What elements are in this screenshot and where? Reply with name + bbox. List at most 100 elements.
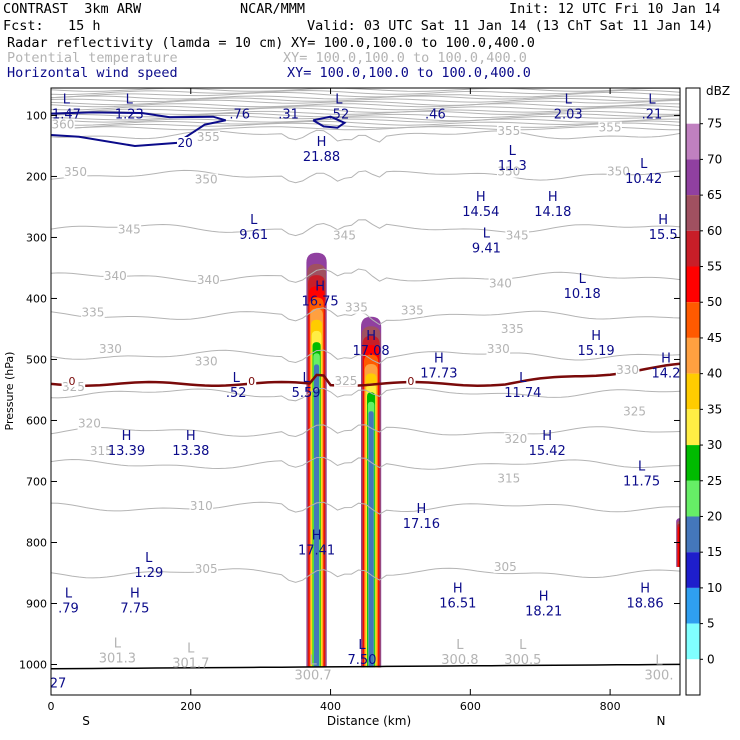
wind-extremum-letter: H — [539, 589, 549, 604]
wind-extremum-letter: L — [483, 227, 491, 242]
field-reflectivity-xy: XY= 100.0,100.0 to 100.0,400.0 — [291, 35, 535, 51]
theta-label-340-bg — [196, 274, 220, 287]
init-time: Init: 12 UTC Fri 10 Jan 14 — [509, 1, 721, 17]
cell-0-band-55 — [314, 364, 320, 668]
wind-extremum-value: .76 — [229, 107, 250, 122]
theta-label-335-bg — [500, 323, 525, 335]
wind-extremum-value: .52 — [226, 386, 247, 401]
theta-label-335-bg — [400, 304, 425, 317]
wind-extremum-value: 1.47 — [52, 107, 81, 122]
wind-extremum-letter: H — [186, 429, 196, 444]
theta-label-355: 355 — [497, 124, 520, 138]
theta-label-345-bg — [117, 223, 142, 236]
wind-extremum-value: 10.42 — [625, 172, 662, 187]
theta-upper-line — [51, 91, 680, 99]
theta-label-335-bg — [344, 301, 369, 314]
colorbar-label: 60 — [707, 224, 722, 238]
surface-line — [51, 663, 680, 670]
wind-extremum-letter: H — [591, 329, 601, 344]
center-title: NCAR/MMM — [240, 1, 306, 17]
theta-label-345-bg — [332, 229, 357, 242]
theta-line-335 — [51, 307, 680, 326]
wind-extremum-value: 15.42 — [529, 444, 566, 459]
theta-label-310: 310 — [190, 499, 213, 513]
theta-upper-line — [51, 107, 680, 114]
theta-line-310 — [51, 501, 680, 515]
theta-label-320: 320 — [78, 417, 101, 431]
theta-line-325 — [51, 387, 680, 402]
theta-label-355-bg — [196, 130, 220, 143]
zero-line-label-bg — [67, 374, 77, 387]
cell-2-band-20 — [677, 526, 680, 567]
x-end-label-north: N — [657, 714, 666, 728]
theta-label-305-bg — [493, 560, 518, 573]
field-theta: Potential temperature — [7, 50, 178, 66]
theta-upper-line — [51, 88, 680, 92]
colorbar-swatch — [686, 302, 700, 338]
theta-upper-line — [51, 114, 680, 122]
theta-extremum-letter: L — [456, 638, 464, 653]
theta-line-350 — [51, 169, 680, 184]
theta-upper-line — [51, 126, 680, 131]
wind-contours — [51, 111, 347, 148]
colorbar-swatch — [686, 266, 700, 303]
theta-label-340: 340 — [197, 273, 220, 287]
theta-label-345: 345 — [333, 229, 356, 243]
theta-extremum-value: 301.7 — [172, 656, 209, 671]
theta-label-325-bg — [622, 405, 647, 418]
y-tick-label: 300 — [26, 231, 47, 244]
field-reflectivity: Radar reflectivity (lamda = 10 cm) — [7, 35, 284, 51]
wind-extremum-value: 11.3 — [498, 159, 527, 174]
theta-extremum-letter: L — [187, 641, 195, 656]
theta-label-305: 305 — [494, 560, 517, 574]
colorbar-frame — [685, 87, 701, 696]
wind-extremum-value: 17.08 — [352, 344, 389, 359]
theta-label-340-bg — [103, 269, 128, 282]
theta-label-335: 335 — [401, 304, 424, 318]
theta-label-340: 340 — [104, 269, 127, 283]
theta-label-330: 330 — [616, 363, 639, 377]
theta-upper-line — [51, 112, 680, 119]
theta-label-350: 350 — [607, 165, 630, 179]
colorbar-swatch — [686, 587, 700, 624]
colorbar-label: 30 — [707, 438, 722, 452]
theta-upper-line — [51, 105, 680, 111]
wind-extremum-letter: L — [509, 144, 517, 159]
x-tick-label: 200 — [180, 700, 201, 713]
theta-label-355: 355 — [599, 121, 622, 135]
colorbar-label: 55 — [707, 260, 722, 274]
theta-label-350: 350 — [195, 173, 218, 187]
colorbar-swatch — [686, 337, 700, 374]
wind-extremum-letter: L — [358, 638, 366, 653]
theta-upper-line — [51, 99, 680, 106]
cell-1-band-55 — [368, 411, 374, 668]
wind-extremum-value: 21.88 — [303, 150, 340, 165]
colorbar-swatch — [686, 409, 700, 446]
wind-extremum-value: 27 — [50, 676, 67, 691]
colorbar-label: 40 — [707, 367, 722, 381]
wind-extremum-value: 7.50 — [348, 653, 377, 668]
wind-extremum-value: .79 — [58, 601, 79, 616]
field-theta-xy: XY= 100.0,100.0 to 100.0,400.0 — [283, 50, 527, 66]
colorbar-swatch — [686, 88, 700, 124]
theta-upper-line — [51, 120, 680, 126]
theta-line-340 — [51, 268, 680, 283]
wind-extremum-value: .21 — [642, 107, 663, 122]
colorbar-label: 20 — [707, 509, 722, 523]
wind-extremum-value: 9.61 — [239, 228, 268, 243]
theta-label-325: 325 — [623, 404, 646, 418]
wind-extremum-letter: H — [640, 582, 650, 597]
colorbar-swatch — [686, 230, 700, 267]
wind-extremum-value: 10.18 — [564, 287, 601, 302]
theta-line-345 — [51, 219, 680, 237]
wind-extremum-letter: L — [519, 371, 527, 386]
wind-contour-jet-small — [312, 115, 347, 129]
y-axis-label: Pressure (hPa) — [3, 352, 16, 431]
theta-label-345: 345 — [118, 223, 141, 237]
y-tick-label: 500 — [26, 353, 47, 366]
colorbar-label: 70 — [707, 152, 722, 166]
contour-labels: 360 355 355 355 350 350 350 350 345 345 345 340 340 3… — [50, 92, 681, 691]
wind-extremum-value: 17.16 — [403, 517, 440, 532]
wind-extremum-letter: L — [302, 371, 310, 386]
wind-extremum-letter: L — [63, 92, 71, 107]
